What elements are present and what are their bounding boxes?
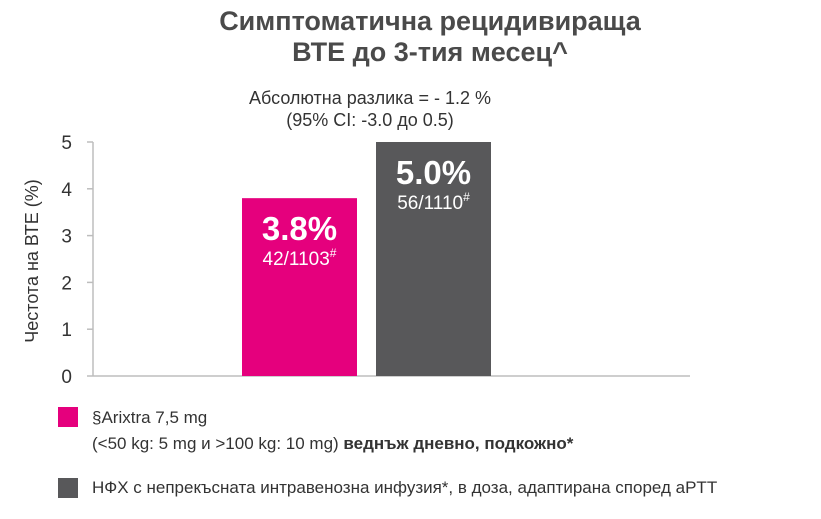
legend-item-nfh: НФХ с непрекъсната интравенозна инфузия*… — [58, 476, 818, 502]
y-ticks: 0 1 2 3 4 5 — [61, 133, 93, 388]
y-tick-label: 5 — [61, 133, 72, 154]
bar-2 — [376, 142, 491, 376]
chart-title-line1: Симптоматична рецидивираща — [219, 6, 641, 36]
legend-arixtra-line1: §Arixtra 7,5 mg — [92, 408, 208, 427]
chart-title-line2: ВТЕ до 3-тия месец^ — [292, 37, 568, 67]
bar-2-percent-label: 5.0% — [396, 154, 471, 191]
chart-subtitle: Абсолютна разлика = - 1.2 % (95% CI: -3.… — [190, 87, 550, 131]
legend-arixtra-line2: (<50 kg: 5 mg и >100 kg: 10 mg) веднъж д… — [92, 432, 573, 455]
legend-nfh-text: НФХ с непрекъсната интравенозна инфузия*… — [92, 478, 718, 497]
y-tick-label: 1 — [61, 320, 72, 341]
subtitle-line2: (95% CI: -3.0 до 0.5) — [286, 110, 454, 130]
bar-2-superscript: # — [463, 190, 470, 204]
y-tick-label: 0 — [61, 367, 72, 388]
legend-item-arixtra: §Arixtra 7,5 mg (<50 kg: 5 mg и >100 kg:… — [58, 406, 758, 466]
chart-title: Симптоматична рецидивираща ВТЕ до 3-тия … — [0, 6, 821, 68]
bar-1-percent-label: 3.8% — [262, 210, 337, 247]
bar-chart: 0 1 2 3 4 5 Честота на ВТЕ (%) 3.8%42/1103# 5.… — [22, 133, 690, 388]
legend-arixtra-dose: (<50 kg: 5 mg и >100 kg: 10 mg) — [92, 434, 344, 453]
y-tick-label: 4 — [61, 180, 72, 201]
bar-1-fraction-label: 42/1103# — [263, 246, 337, 270]
legend-swatch-nfh — [58, 478, 78, 498]
legend-arixtra-regimen: веднъж дневно, подкожно* — [343, 434, 574, 453]
y-tick-label: 2 — [61, 273, 72, 294]
bar-1 — [242, 198, 357, 376]
legend-swatch-arixtra — [58, 407, 78, 427]
bar-2-fraction-label: 56/1110# — [397, 190, 470, 214]
y-tick-label: 3 — [61, 227, 72, 248]
bar-1-superscript: # — [330, 246, 337, 260]
bars: 3.8%42/1103# 5.0%56/1110# — [242, 142, 491, 376]
subtitle-line1: Абсолютна разлика = - 1.2 % — [249, 88, 491, 108]
y-axis-label: Честота на ВТЕ (%) — [22, 179, 42, 342]
